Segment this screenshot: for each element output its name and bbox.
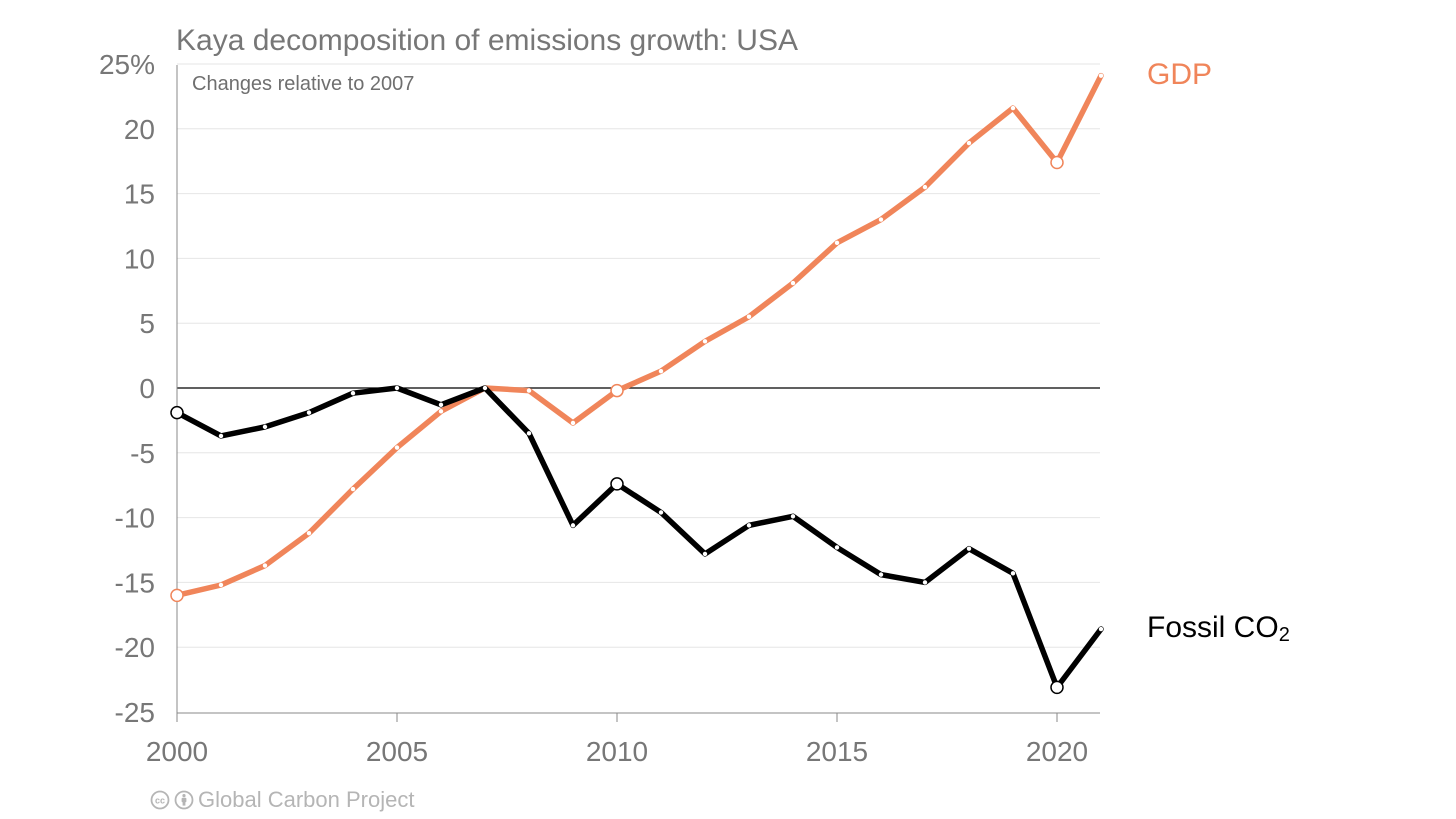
data-point-gdp-2005 [394, 445, 400, 450]
data-point-gdp-2003 [306, 530, 312, 536]
data-point-fossil-co2-2019 [1010, 571, 1016, 576]
data-point-fossil-co2-2002 [262, 424, 268, 430]
data-point-fossil-co2-2005 [394, 385, 400, 391]
data-point-gdp-2001 [218, 582, 224, 588]
series-label-gdp-text: GDP [1147, 58, 1213, 91]
data-point-gdp-2018 [966, 140, 972, 146]
y-tick-label--15: -15 [115, 567, 155, 598]
data-point-gdp-2002 [262, 563, 268, 568]
x-tick-label-2015: 2015 [806, 736, 868, 767]
data-point-fossil-co2-2011 [658, 510, 664, 515]
chart-subtitle: Changes relative to 2007 [192, 73, 415, 95]
y-tick-label--20: -20 [115, 632, 155, 663]
data-point-gdp-2000 [170, 588, 184, 603]
data-point-fossil-co2-2021 [1098, 626, 1104, 632]
series-lines [170, 72, 1104, 695]
series-label-gdp: GDP [1147, 58, 1212, 94]
credit-footer: cc Global Carbon Project [150, 787, 414, 813]
x-tick-label-2010: 2010 [586, 736, 648, 767]
y-tick-label-0: 0 [139, 373, 155, 404]
y-tick-label--25: -25 [115, 697, 155, 728]
data-point-gdp-2011 [658, 368, 664, 374]
x-tick-label-2020: 2020 [1026, 736, 1088, 767]
data-point-gdp-2017 [922, 184, 928, 190]
series-label-fossil-co2-text: Fossil CO [1147, 611, 1279, 644]
data-point-fossil-co2-2016 [878, 572, 884, 577]
series-label-fossil-co2: Fossil CO2 [1147, 611, 1290, 647]
tick-labels: -25 -20 -15 -10 -5 0 5 10 15 20 25% 2000 2005 2010 201… [99, 49, 1088, 767]
data-point-gdp-2016 [878, 217, 884, 222]
series-label-fossil-co2-subscript: 2 [1278, 624, 1290, 646]
chart-title: Kaya decomposition of emissions growth: … [176, 24, 798, 57]
data-point-fossil-co2-2008 [526, 431, 532, 436]
y-tick-label-15: 15 [124, 179, 155, 210]
data-point-fossil-co2-2004 [350, 390, 356, 396]
y-tick-label-5: 5 [139, 308, 155, 339]
data-point-gdp-2019 [1010, 105, 1016, 111]
data-point-fossil-co2-2013 [746, 523, 752, 528]
x-tick-label-2000: 2000 [146, 736, 208, 767]
series-line-gdp [174, 72, 1104, 599]
data-point-fossil-co2-2000 [170, 405, 184, 420]
gridlines [177, 63, 1100, 648]
data-point-fossil-co2-2020 [1050, 680, 1064, 695]
svg-text:cc: cc [155, 796, 165, 806]
y-tick-label-10: 10 [124, 243, 155, 274]
data-point-fossil-co2-2014 [790, 514, 796, 519]
data-point-fossil-co2-2006 [438, 402, 444, 408]
attribution-icon [174, 790, 194, 810]
data-point-fossil-co2-2012 [702, 551, 708, 557]
series-line-fossil-co2 [174, 385, 1104, 691]
data-point-fossil-co2-2010 [610, 477, 624, 491]
data-point-gdp-2014 [790, 280, 796, 286]
data-point-gdp-2012 [702, 339, 708, 344]
y-tick-label--10: -10 [115, 503, 155, 534]
data-point-gdp-2008 [526, 388, 532, 393]
data-point-gdp-2004 [350, 486, 356, 492]
data-point-fossil-co2-2017 [922, 580, 928, 585]
data-point-fossil-co2-2001 [218, 433, 224, 439]
x-tick-label-2005: 2005 [366, 736, 428, 767]
data-point-gdp-2020 [1050, 155, 1064, 170]
data-point-gdp-2009 [570, 420, 576, 426]
y-tick-label--5: -5 [130, 438, 155, 469]
data-point-fossil-co2-2015 [834, 545, 840, 550]
data-point-gdp-2015 [834, 240, 840, 246]
axes [176, 65, 1100, 722]
data-point-gdp-2010 [610, 383, 624, 398]
data-point-fossil-co2-2003 [306, 410, 312, 415]
data-point-fossil-co2-2007 [482, 385, 488, 391]
data-point-gdp-2006 [438, 409, 444, 414]
y-tick-label-25: 25% [99, 49, 155, 80]
creative-commons-icon: cc [150, 790, 170, 810]
data-point-fossil-co2-2018 [966, 546, 972, 551]
data-point-gdp-2021 [1098, 73, 1104, 78]
data-point-fossil-co2-2009 [570, 523, 576, 528]
y-tick-label-20: 20 [124, 114, 155, 145]
data-point-gdp-2013 [746, 314, 752, 319]
credit-text: Global Carbon Project [198, 787, 415, 812]
